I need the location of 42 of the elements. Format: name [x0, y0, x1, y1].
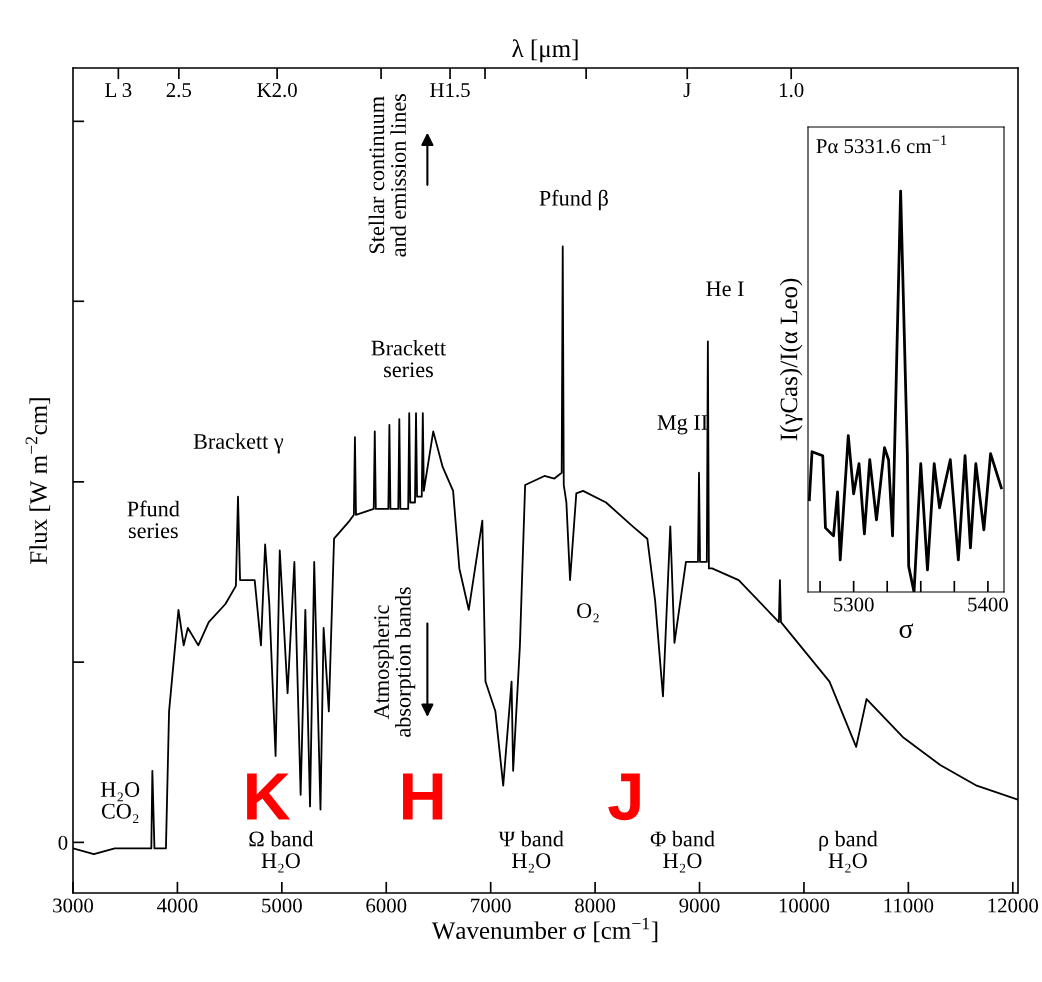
annotation: H	[403, 773, 443, 820]
annotation: Brackett γ	[193, 433, 284, 454]
annotation: Ω band H₂O	[249, 830, 314, 873]
annotation: Ψ band H₂O	[498, 830, 564, 873]
annotation: J	[608, 773, 640, 821]
x-tick-label: 12000	[988, 898, 1039, 913]
x-axis-title: Wavenumber σ [cm$^{−1}$]	[431, 917, 658, 943]
x-tick-label: 7000	[471, 898, 511, 913]
annotation: ρ band H₂O	[819, 830, 878, 873]
x2-axis-title: λ [μm]	[512, 39, 578, 63]
annotation: Atmospheric absorption bands	[373, 587, 416, 737]
x-tick-label: 5400	[968, 597, 1008, 612]
y-axis-title: Flux [W m$^{−2}$cm]	[25, 398, 51, 564]
x-tick-label: 9000	[679, 898, 720, 913]
y-axis-title: I(γCas)/I(α Leo)	[779, 278, 803, 441]
annotation: Pfund series	[127, 500, 180, 539]
text: 2.5	[166, 83, 192, 98]
x-tick-label: 6000	[366, 898, 407, 913]
text: K2.0	[257, 83, 297, 98]
annotation: Stellar continuum and emission lines	[368, 93, 406, 257]
x-tick-label: 4000	[156, 898, 198, 913]
x-tick-label: 11000	[884, 898, 934, 913]
x-tick-label: 5300	[834, 597, 874, 612]
annotation: H₂O CO₂	[100, 782, 140, 823]
annotation: O₂	[577, 603, 599, 623]
annotation: Brackett series	[371, 339, 446, 378]
text: L 3	[105, 83, 132, 98]
x-tick-label: 3000	[53, 898, 94, 913]
annotation: Φ band H₂O	[650, 830, 715, 873]
text: H1.5	[430, 83, 470, 98]
x-axis-title: σ	[899, 623, 914, 639]
annotation: He I	[706, 281, 744, 297]
x-tick-label: 5000	[262, 898, 302, 913]
text: J	[683, 83, 691, 98]
annotation: K	[247, 773, 291, 820]
text: 1.0	[780, 83, 804, 98]
text: Pfund β	[539, 189, 608, 211]
x-tick-label: 10000	[779, 898, 830, 913]
x-tick-label: 8000	[575, 898, 616, 913]
chart-title: Pα 5331.6 cm$^{−1}$	[816, 135, 947, 154]
text: 0	[58, 835, 68, 850]
annotation: Mg II	[657, 415, 708, 435]
